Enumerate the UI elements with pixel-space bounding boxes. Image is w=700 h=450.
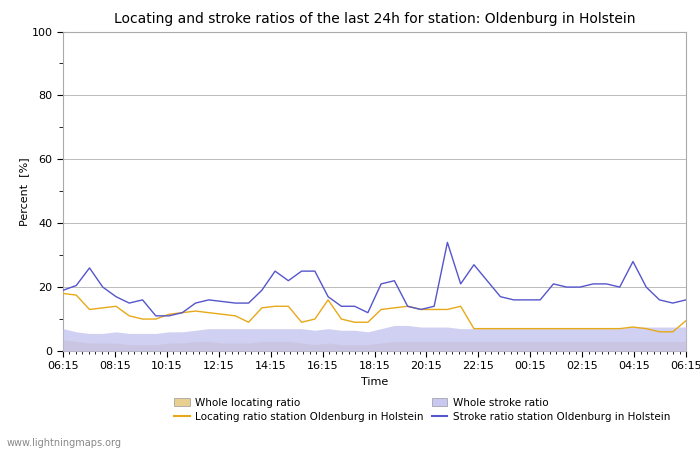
- Legend: Whole locating ratio, Locating ratio station Oldenburg in Holstein, Whole stroke: Whole locating ratio, Locating ratio sta…: [174, 398, 670, 422]
- Title: Locating and stroke ratios of the last 24h for station: Oldenburg in Holstein: Locating and stroke ratios of the last 2…: [113, 12, 636, 26]
- X-axis label: Time: Time: [361, 377, 388, 387]
- Y-axis label: Percent  [%]: Percent [%]: [19, 157, 29, 225]
- Text: www.lightningmaps.org: www.lightningmaps.org: [7, 438, 122, 448]
